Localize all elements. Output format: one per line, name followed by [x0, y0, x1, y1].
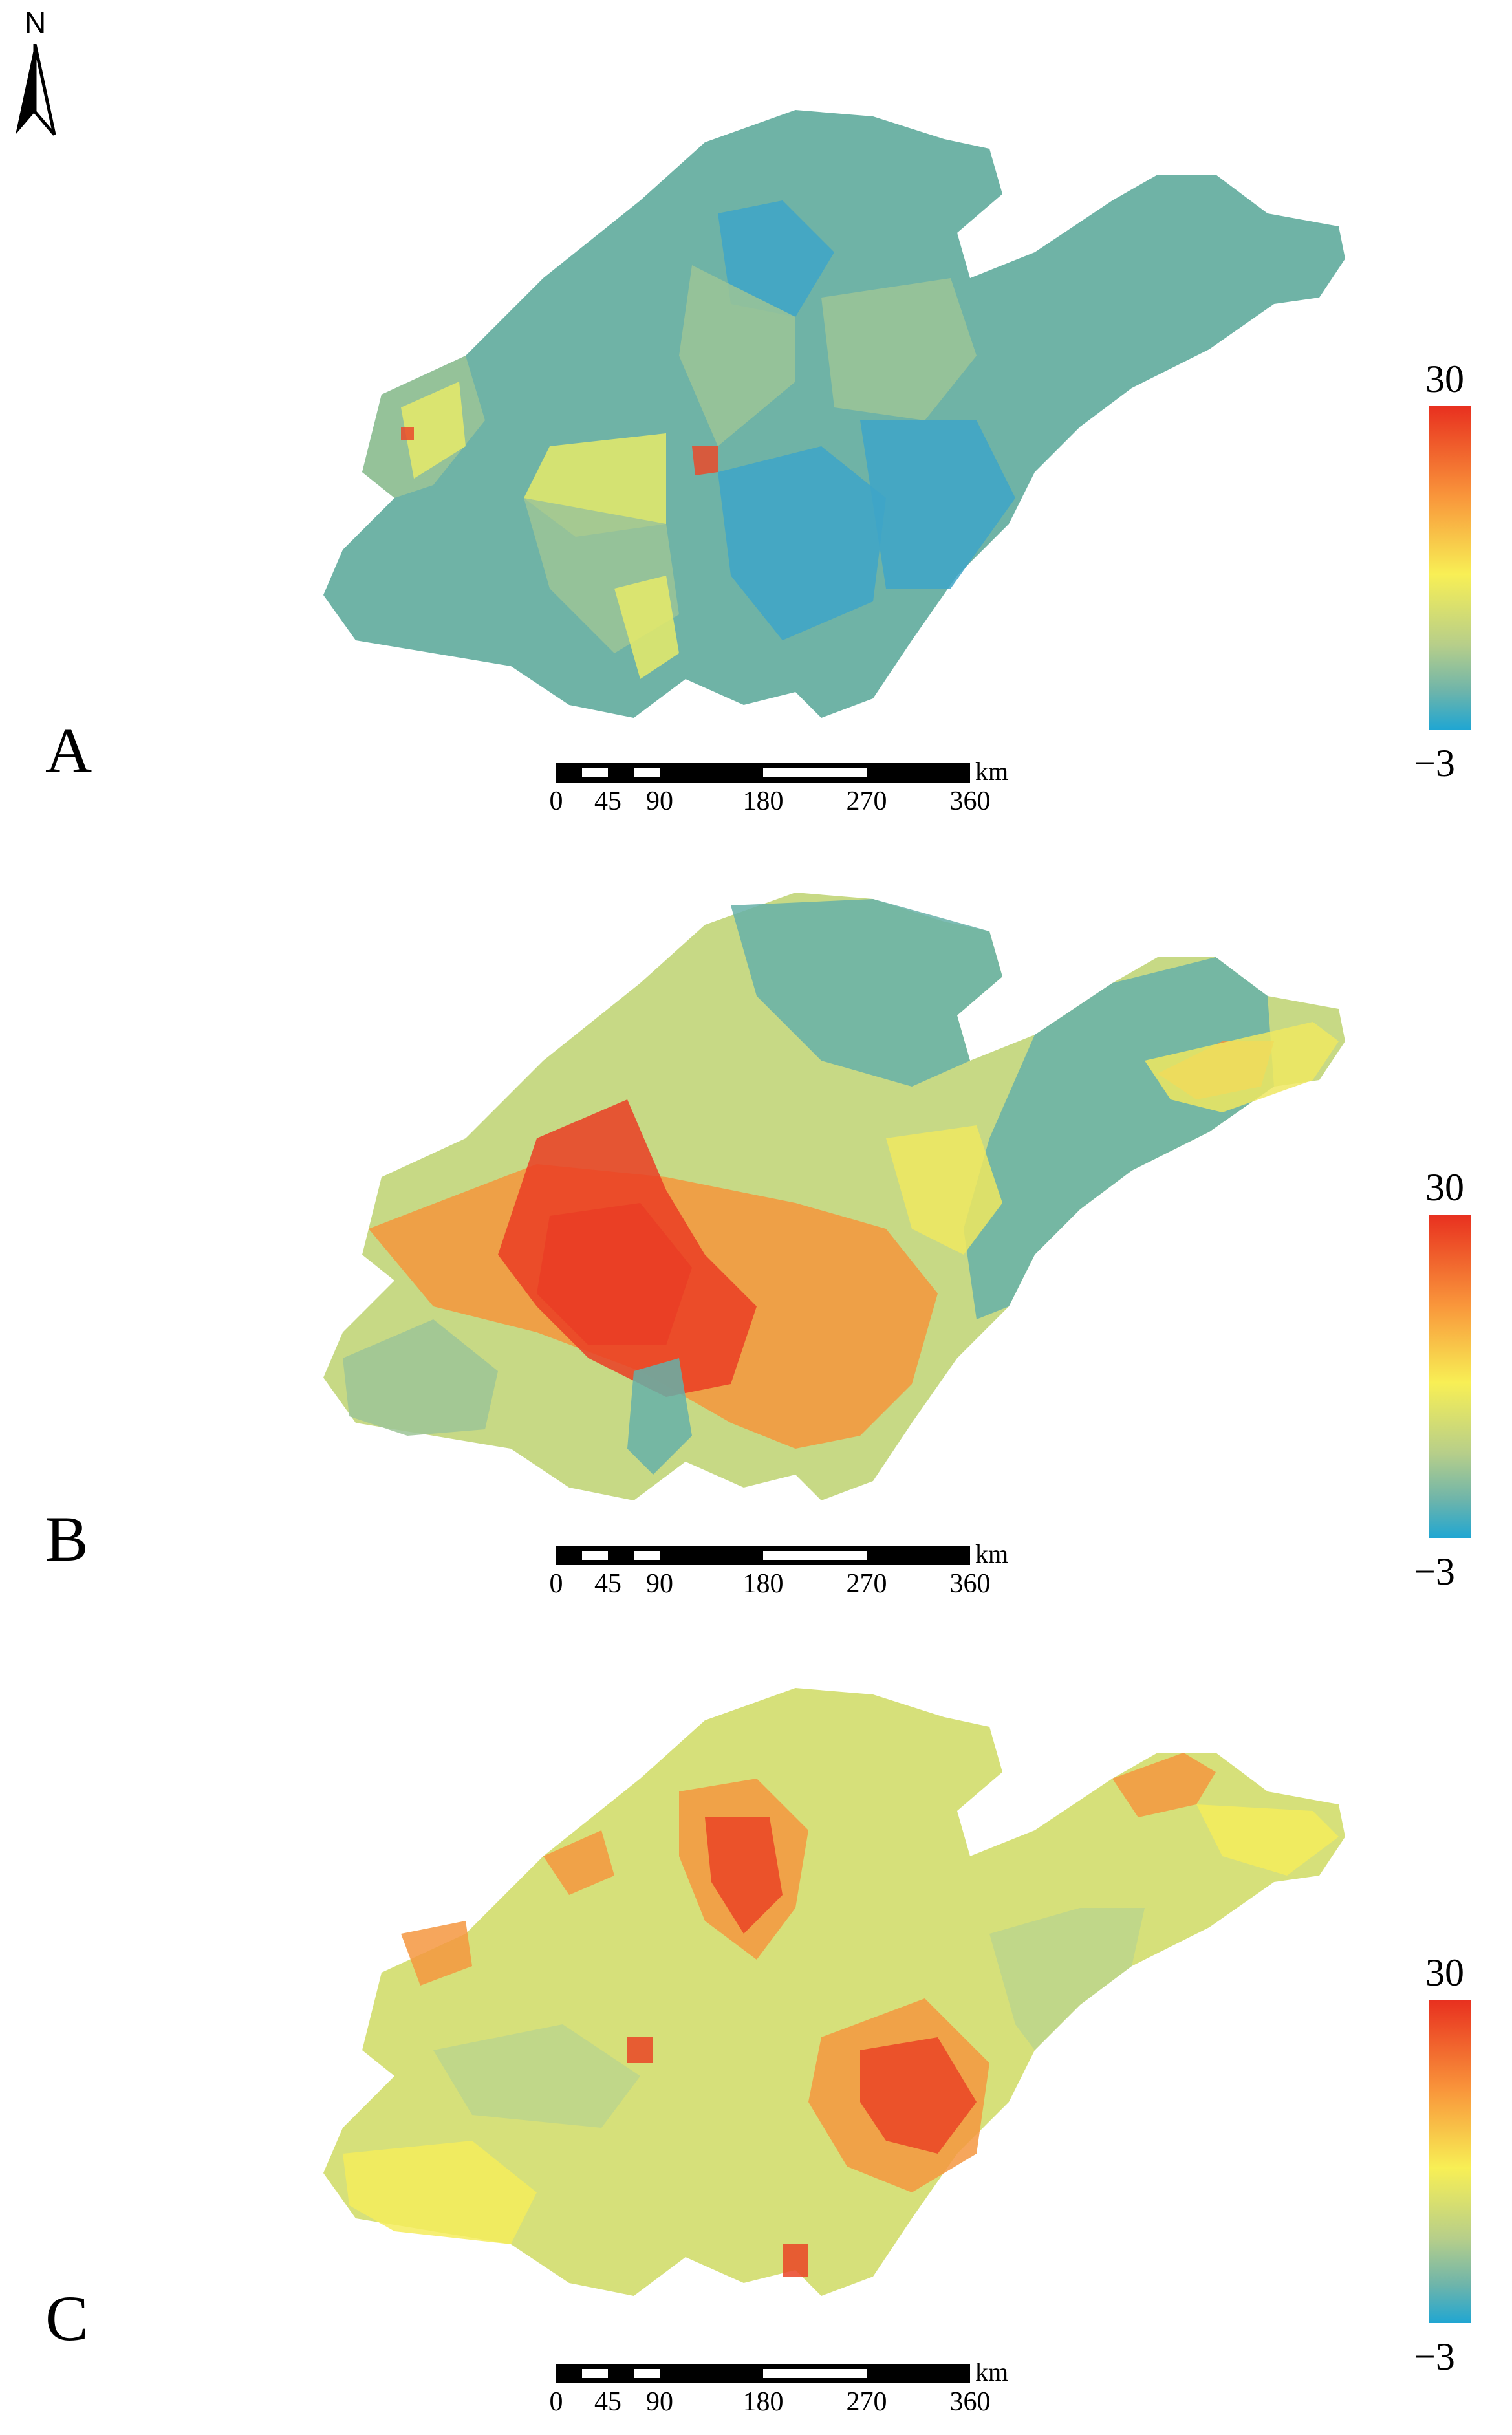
scale-tick-label: 45: [594, 2387, 621, 2417]
scale-tick-label: 45: [594, 1569, 621, 1599]
map-region-green: [679, 265, 795, 446]
scale-tick-label: 270: [847, 2387, 887, 2417]
scale-tick-label: 270: [847, 786, 887, 816]
map-region-orange: [1112, 1753, 1216, 1817]
color-legend: 30 −3: [1414, 1168, 1471, 1591]
scale-tick-label: 0: [550, 2387, 563, 2417]
scale-bar-segment: [634, 1551, 660, 1560]
legend-max: 30: [1425, 358, 1464, 400]
map-region-red: [783, 2244, 808, 2277]
scale-tick-label: 0: [550, 1569, 563, 1599]
scale-tick-label: 90: [646, 786, 673, 816]
map-region-blue: [718, 446, 886, 640]
map-region-yellow: [614, 576, 679, 679]
panel-label-a: A: [45, 714, 92, 786]
panel-c: C 0 45 90 180 270 360 km 30 −3: [0, 1578, 1512, 2417]
scale-bar-segment: [582, 768, 608, 777]
map-region-blue: [964, 957, 1274, 1319]
map-region-red: [627, 2037, 653, 2063]
scale-bar-segment: [763, 768, 867, 777]
map-panel-c: [323, 1688, 1345, 2296]
panel-b: B 0 45 90 180 270 360 km 30 −3: [0, 783, 1512, 1599]
map-region-orange: [543, 1830, 614, 1895]
scale-bar-segment: [582, 2369, 608, 2378]
map-region-red: [692, 446, 718, 475]
scale-tick-label: 180: [743, 2387, 784, 2417]
map-region-green: [433, 2024, 640, 2128]
north-arrow-icon: [16, 44, 56, 136]
province-outline: [323, 1688, 1345, 2296]
map-region-yellow: [343, 2141, 537, 2244]
scale-tick-label: 90: [646, 2387, 673, 2417]
map-region-blue: [718, 200, 834, 317]
map-panel-a: [323, 110, 1345, 718]
panel-a: A 0 45 90 180 270 360 km 30 −3: [0, 0, 1512, 816]
scale-tick-label: 90: [646, 1569, 673, 1599]
map-region-red: [705, 1817, 783, 1934]
legend-gradient: [1429, 406, 1471, 730]
map-region-yellow: [401, 382, 466, 479]
scale-bar: 0 45 90 180 270 360 km: [550, 2357, 1009, 2417]
north-arrow: N: [9, 6, 67, 136]
legend-gradient: [1429, 1215, 1471, 1538]
scale-bar: 0 45 90 180 270 360 km: [550, 757, 1009, 816]
map-region-green: [821, 278, 977, 420]
scale-tick-label: 45: [594, 786, 621, 816]
legend-min: −3: [1414, 742, 1455, 785]
scale-tick-label: 360: [950, 786, 991, 816]
legend-gradient: [1429, 2000, 1471, 2323]
map-region-blue: [731, 899, 1002, 1087]
map-panel-b: [323, 893, 1345, 1500]
north-letter: N: [25, 6, 47, 39]
map-region-red: [537, 1203, 692, 1345]
map-region-red: [401, 427, 414, 440]
map-region-yellow: [1145, 1022, 1339, 1112]
scale-tick-label: 360: [950, 1569, 991, 1599]
map-region-red: [860, 2037, 977, 2154]
legend-max: 30: [1425, 1166, 1464, 1209]
scale-tick-label: 270: [847, 1569, 887, 1599]
scale-bar-segment: [634, 768, 660, 777]
map-region-blue: [627, 1358, 692, 1475]
scale-tick-label: 360: [950, 2387, 991, 2417]
color-legend: 30 −3: [1414, 360, 1471, 783]
scale-bar-segment: [763, 1551, 867, 1560]
scale-unit: km: [975, 757, 1008, 786]
scale-bar-segment: [763, 2369, 867, 2378]
scale-bar-segment: [582, 1551, 608, 1560]
scale-bar: 0 45 90 180 270 360 km: [550, 1539, 1009, 1599]
scale-bar-segment: [634, 2369, 660, 2378]
scale-unit: km: [975, 1539, 1008, 1568]
scale-tick-label: 180: [743, 786, 784, 816]
legend-max: 30: [1425, 1951, 1464, 1994]
map-region-green: [343, 1319, 498, 1436]
panel-label-b: B: [45, 1503, 89, 1575]
color-legend: 30 −3: [1414, 1953, 1471, 2380]
panel-label-c: C: [45, 2282, 89, 2354]
scale-tick-label: 0: [550, 786, 563, 816]
scale-unit: km: [975, 2357, 1008, 2386]
legend-min: −3: [1414, 1550, 1455, 1593]
map-region-yellow: [886, 1125, 1002, 1255]
map-region-yellow: [1196, 1804, 1339, 1876]
legend-min: −3: [1414, 2335, 1455, 2378]
scale-tick-label: 180: [743, 1569, 784, 1599]
map-region-green: [989, 1908, 1145, 2050]
map-region-orange: [401, 1921, 472, 1986]
map-region-blue: [860, 420, 1015, 589]
